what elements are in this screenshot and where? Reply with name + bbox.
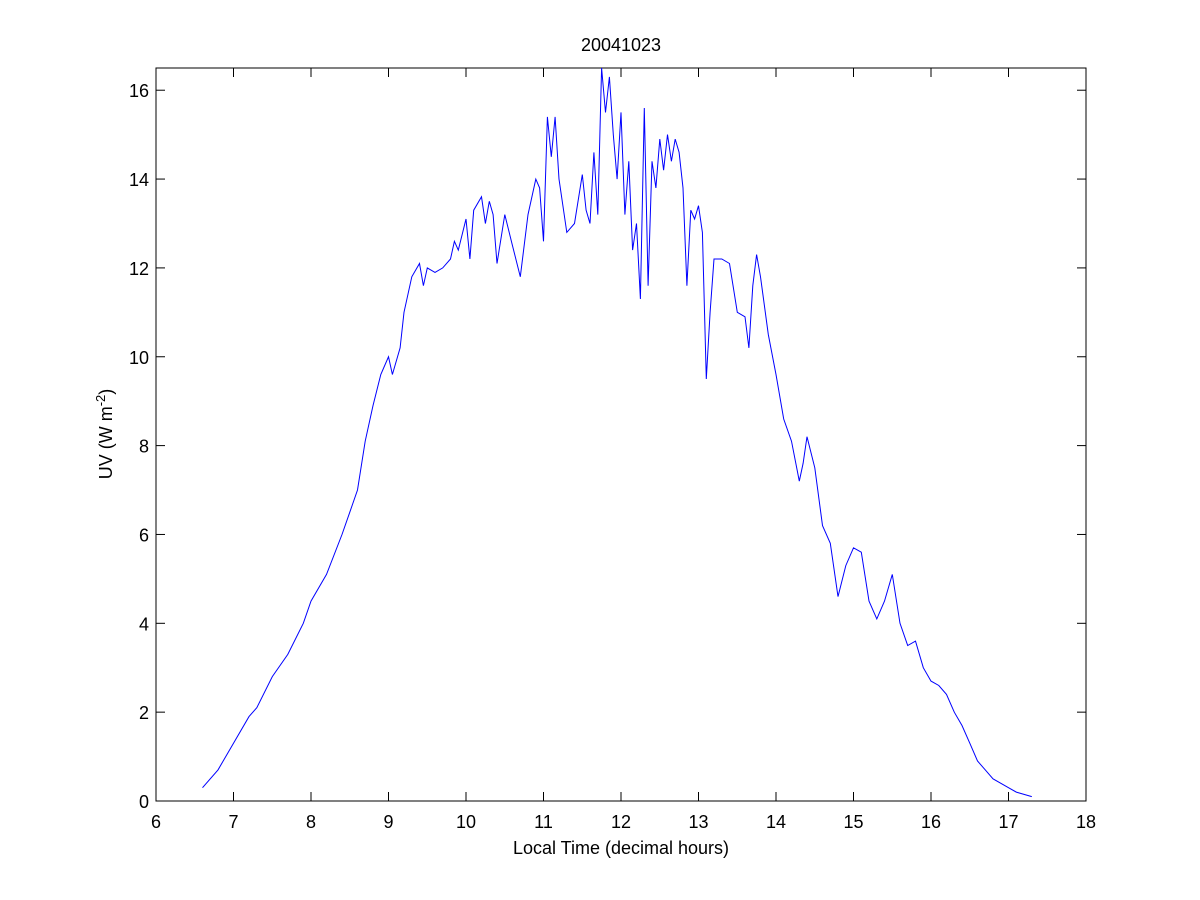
x-tick-label: 15 [843, 812, 863, 832]
y-tick-label: 16 [129, 81, 149, 101]
uv-series-line [202, 67, 1032, 798]
y-axis-label-superscript: -2 [93, 395, 108, 407]
chart-title: 20041023 [581, 35, 661, 55]
y-tick-label: 0 [139, 792, 149, 812]
y-axis-label: UV (W m-2) [93, 389, 116, 480]
x-tick-label: 13 [688, 812, 708, 832]
x-tick-label: 6 [151, 812, 161, 832]
y-axis-ticks: 0 2 4 6 8 10 12 14 16 [129, 81, 1086, 812]
x-tick-label: 12 [611, 812, 631, 832]
x-tick-label: 8 [306, 812, 316, 832]
x-tick-label: 14 [766, 812, 786, 832]
y-axis-label-prefix: UV (W m [96, 406, 116, 479]
x-tick-label: 7 [228, 812, 238, 832]
y-tick-label: 6 [139, 525, 149, 545]
y-axis-label-suffix: ) [96, 389, 116, 395]
y-tick-label: 10 [129, 348, 149, 368]
plot-area [155, 67, 1087, 802]
x-tick-label: 9 [383, 812, 393, 832]
x-tick-label: 16 [921, 812, 941, 832]
x-axis-label: Local Time (decimal hours) [513, 838, 729, 858]
x-tick-label: 18 [1076, 812, 1096, 832]
y-tick-label: 14 [129, 170, 149, 190]
y-tick-label: 4 [139, 614, 149, 634]
x-tick-label: 10 [456, 812, 476, 832]
y-tick-label: 8 [139, 437, 149, 457]
x-axis-ticks: 6 7 8 9 10 11 12 13 14 15 16 17 18 [151, 68, 1096, 832]
y-tick-label: 2 [139, 703, 149, 723]
y-tick-label: 12 [129, 259, 149, 279]
x-tick-label: 11 [534, 812, 553, 832]
x-tick-label: 17 [998, 812, 1018, 832]
